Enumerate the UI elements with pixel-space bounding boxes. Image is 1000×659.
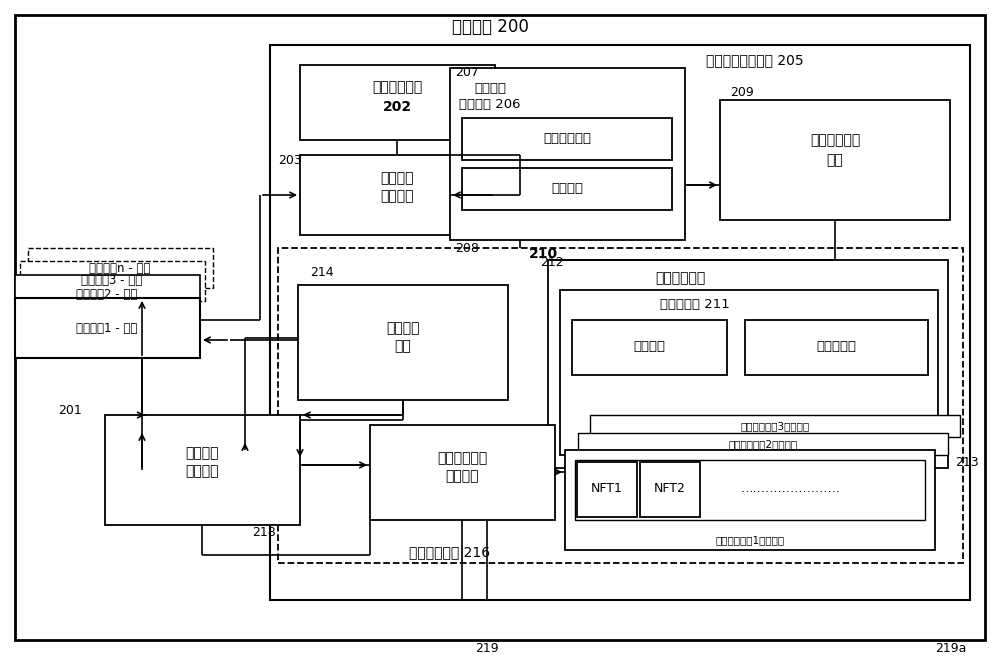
Text: 208: 208 <box>455 241 479 254</box>
Bar <box>462 168 672 210</box>
Bar <box>548 260 948 468</box>
Bar <box>572 320 727 375</box>
Text: 视频游戏n - 标题: 视频游戏n - 标题 <box>89 262 151 275</box>
Bar <box>560 290 938 455</box>
Bar <box>15 298 200 358</box>
Text: 209: 209 <box>730 86 754 98</box>
Text: 评估引擎 206: 评估引擎 206 <box>459 98 521 111</box>
Text: 虚拟资产: 虚拟资产 <box>185 446 219 460</box>
Bar <box>745 320 928 375</box>
Text: 201: 201 <box>58 403 82 416</box>
Text: 202: 202 <box>382 100 412 114</box>
Text: 视频游戏2 - 标题: 视频游戏2 - 标题 <box>76 289 138 302</box>
Bar <box>565 450 935 550</box>
Bar <box>15 275 200 315</box>
Text: 虚拟资产: 虚拟资产 <box>380 171 414 185</box>
Text: 219a: 219a <box>935 641 967 654</box>
Text: 非同质化代币: 非同质化代币 <box>437 451 487 465</box>
Text: 铸造引擎: 铸造引擎 <box>445 469 479 483</box>
Bar <box>450 68 685 240</box>
Text: 虚拟资产营销引擎 205: 虚拟资产营销引擎 205 <box>706 53 804 67</box>
Text: 虚拟资产: 虚拟资产 <box>386 321 420 335</box>
Text: 资产值计算: 资产值计算 <box>816 341 856 353</box>
Text: 219: 219 <box>475 641 499 654</box>
Text: 特性评估: 特性评估 <box>551 183 583 196</box>
Text: NFT2: NFT2 <box>654 482 686 496</box>
Text: 用于虚拟资产1的区块链: 用于虚拟资产1的区块链 <box>715 535 785 545</box>
Text: 用户认证引擎: 用户认证引擎 <box>372 80 422 94</box>
Text: 选择: 选择 <box>395 339 411 353</box>
Text: 引擎: 引擎 <box>827 153 843 167</box>
Text: 214: 214 <box>310 266 334 279</box>
Bar <box>720 100 950 220</box>
Text: 218: 218 <box>252 527 276 540</box>
Bar <box>105 415 300 525</box>
Text: 活动评估引擎: 活动评估引擎 <box>655 271 705 285</box>
Text: 用户评估: 用户评估 <box>633 341 665 353</box>
Text: 值计算引擎 211: 值计算引擎 211 <box>660 299 730 312</box>
Bar <box>300 155 495 235</box>
Bar <box>278 248 963 563</box>
Bar <box>577 462 637 517</box>
Bar <box>575 460 925 520</box>
Bar <box>370 425 555 520</box>
Text: 云服务器 200: 云服务器 200 <box>452 18 528 36</box>
Text: ……………………: …………………… <box>740 482 840 496</box>
Text: 212: 212 <box>540 256 564 268</box>
Text: 虚拟资产类型: 虚拟资产类型 <box>543 132 591 146</box>
Bar <box>298 285 508 400</box>
Bar <box>20 261 205 301</box>
Bar <box>28 248 213 288</box>
Text: 用于虚拟资产2的区块链: 用于虚拟资产2的区块链 <box>728 439 798 449</box>
Text: 接收引擎: 接收引擎 <box>380 189 414 203</box>
Text: 虚拟资产: 虚拟资产 <box>474 82 506 94</box>
Bar <box>640 462 700 517</box>
Text: 210: 210 <box>528 247 558 261</box>
Text: 203: 203 <box>278 154 302 167</box>
Bar <box>462 118 672 160</box>
Text: 视频游戏3 - 标题: 视频游戏3 - 标题 <box>81 275 143 287</box>
Text: 用于虚拟资产3的区块链: 用于虚拟资产3的区块链 <box>740 421 810 431</box>
Text: NFT1: NFT1 <box>591 482 623 496</box>
Bar <box>590 415 960 437</box>
Text: 虚拟市场渲染: 虚拟市场渲染 <box>810 133 860 147</box>
Text: 207: 207 <box>455 65 479 78</box>
Bar <box>578 433 948 455</box>
Text: 机器学习算法 216: 机器学习算法 216 <box>409 545 491 559</box>
Bar <box>300 65 495 140</box>
Text: 指派引擎: 指派引擎 <box>185 464 219 478</box>
Bar <box>270 45 970 600</box>
Text: 视频游戏1 - 标题: 视频游戏1 - 标题 <box>76 322 138 335</box>
Text: 213: 213 <box>955 457 979 469</box>
